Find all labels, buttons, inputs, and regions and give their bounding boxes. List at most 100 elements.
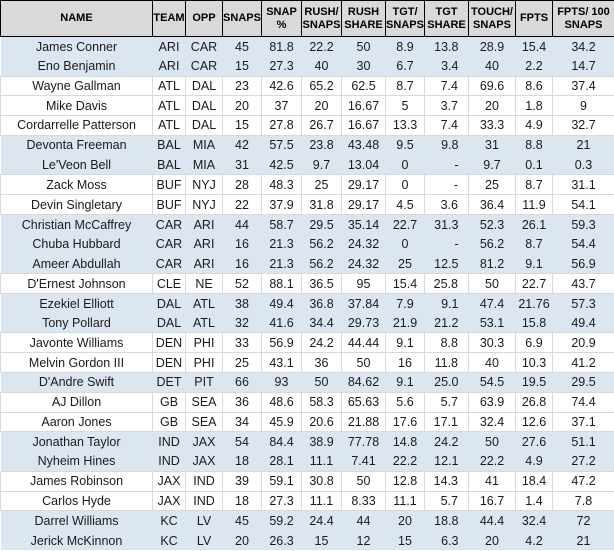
cell-name: Eno Benjamin [0, 56, 153, 77]
col-header-line: TOUCH/ [471, 5, 513, 18]
cell-tgt-snaps: 25 [385, 253, 425, 274]
cell-snaps: 18 [222, 451, 262, 472]
cell-tgt-share: 3.6 [424, 194, 469, 215]
cell-tgt-snaps: 7.9 [385, 293, 425, 314]
cell-tgt-share: 12.1 [424, 451, 469, 472]
cell-snaps: 33 [222, 332, 262, 354]
cell-fpts: 0.1 [515, 155, 553, 175]
cell-tgt-share: 13.8 [424, 36, 469, 57]
cell-tgt-share: 14.3 [424, 470, 469, 492]
cell-tgt-share: 18.8 [424, 510, 469, 531]
cell-snap-pct: 37.9 [261, 194, 302, 215]
cell-tgt-snaps: 15.4 [385, 273, 425, 294]
table-row: Devonta Freeman BAL MIA 42 57.5 23.8 43.48 9.5 9… [0, 135, 614, 156]
table-row: Aaron Jones GB SEA 34 45.9 20.6 21.88 17.6 17.1 3… [0, 411, 614, 433]
cell-touch-snaps: 44.4 [468, 510, 516, 531]
cell-snap-pct: 42.5 [261, 155, 302, 175]
cell-touch-snaps: 33.3 [468, 115, 516, 136]
cell-touch-snaps: 40 [468, 352, 516, 374]
cell-snaps: 28 [222, 174, 262, 196]
cell-snap-pct: 56.9 [261, 332, 302, 354]
cell-rush-snaps: 40 [301, 56, 342, 77]
table-row: Mike Davis ATL DAL 20 37 20 16.67 5 3.7 20 1.8 9 [0, 95, 614, 117]
cell-name: AJ Dillon [0, 391, 153, 413]
cell-opp: JAX [185, 431, 223, 452]
table-row: Devin Singletary BUF NYJ 22 37.9 31.8 29.17 4.5… [0, 194, 614, 215]
cell-team: DAL [152, 293, 186, 314]
cell-snaps: 66 [222, 372, 262, 393]
cell-touch-snaps: 54.5 [468, 372, 516, 393]
cell-rush-snaps: 36 [301, 352, 342, 374]
cell-rush-share: 30 [341, 56, 386, 77]
cell-opp: SEA [185, 391, 223, 413]
cell-touch-snaps: 69.6 [468, 75, 516, 97]
cell-fpts: 21.76 [515, 293, 553, 314]
cell-rush-snaps: 9.7 [301, 155, 342, 175]
cell-fpts-100-snaps: 37.4 [552, 75, 614, 97]
cell-fpts-100-snaps: 32.7 [552, 115, 614, 136]
cell-tgt-snaps: 8.7 [385, 75, 425, 97]
cell-fpts: 4.9 [515, 115, 553, 136]
cell-team: GB [152, 411, 186, 433]
col-header-line: SNAPS [564, 18, 603, 31]
cell-rush-snaps: 24.4 [301, 510, 342, 531]
cell-name: Javonte Williams [0, 332, 153, 354]
cell-touch-snaps: 56.2 [468, 234, 516, 254]
cell-snap-pct: 21.3 [261, 253, 302, 274]
cell-rush-snaps: 15 [301, 530, 342, 551]
table-row: Javonte Williams DEN PHI 33 56.9 24.2 44.44 9.1… [0, 332, 614, 354]
cell-snap-pct: 28.1 [261, 451, 302, 472]
cell-tgt-snaps: 16 [385, 352, 425, 374]
table-row: Ezekiel Elliott DAL ATL 38 49.4 36.8 37.84 7.9 9… [0, 293, 614, 314]
cell-team: KC [152, 530, 186, 551]
col-header-line: SNAPS [302, 18, 341, 31]
cell-name: Nyheim Hines [0, 451, 153, 472]
cell-rush-share: 16.67 [341, 115, 386, 136]
cell-team: JAX [152, 470, 186, 492]
cell-name: Devin Singletary [0, 194, 153, 215]
cell-opp: DAL [185, 75, 223, 97]
cell-rush-snaps: 34.4 [301, 313, 342, 333]
cell-fpts-100-snaps: 29.5 [552, 372, 614, 393]
cell-rush-share: 95 [341, 273, 386, 294]
cell-tgt-snaps: 14.8 [385, 431, 425, 452]
cell-tgt-snaps: 21.9 [385, 313, 425, 333]
cell-tgt-snaps: 5.6 [385, 391, 425, 413]
cell-tgt-snaps: 11.1 [385, 490, 425, 512]
table-row: James Robinson JAX IND 39 59.1 30.8 50 12.8 14.3… [0, 470, 614, 492]
cell-tgt-snaps: 9.1 [385, 372, 425, 393]
cell-snaps: 16 [222, 234, 262, 254]
cell-touch-snaps: 53.1 [468, 313, 516, 333]
col-header-line: RUSH [347, 5, 380, 18]
cell-name: Cordarrelle Patterson [0, 115, 153, 136]
cell-tgt-snaps: 9.1 [385, 332, 425, 354]
cell-opp: ARI [185, 214, 223, 235]
cell-opp: NYJ [185, 194, 223, 215]
cell-touch-snaps: 63.9 [468, 391, 516, 413]
cell-opp: DAL [185, 95, 223, 117]
cell-rush-snaps: 38.9 [301, 431, 342, 452]
cell-fpts-100-snaps: 41.2 [552, 352, 614, 374]
cell-snap-pct: 48.6 [261, 391, 302, 413]
cell-opp: MIA [185, 135, 223, 156]
cell-touch-snaps: 32.4 [468, 411, 516, 433]
cell-fpts-100-snaps: 9 [552, 95, 614, 117]
cell-tgt-share: 24.2 [424, 431, 469, 452]
cell-opp: MIA [185, 155, 223, 175]
col-header-line: SNAPS [386, 18, 424, 31]
col-header-line: OPP [192, 12, 216, 25]
cell-fpts-100-snaps: 54.4 [552, 234, 614, 254]
cell-opp: LV [185, 530, 223, 551]
cell-rush-share: 50 [341, 470, 386, 492]
cell-tgt-snaps: 22.2 [385, 451, 425, 472]
col-header-snaps: SNAPS [222, 0, 262, 37]
cell-rush-share: 37.84 [341, 293, 386, 314]
cell-fpts-100-snaps: 14.7 [552, 56, 614, 77]
cell-touch-snaps: 16.7 [468, 490, 516, 512]
cell-rush-share: 12 [341, 530, 386, 551]
cell-name: Jonathan Taylor [0, 431, 153, 452]
table-header: NAME TEAM OPP SNAPS SNAP% RUSH/SNAPS RUSH SHARE… [0, 0, 614, 37]
cell-team: GB [152, 391, 186, 413]
cell-name: Tony Pollard [0, 313, 153, 333]
cell-tgt-share: - [424, 234, 469, 254]
